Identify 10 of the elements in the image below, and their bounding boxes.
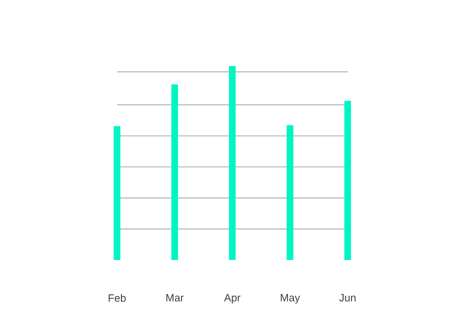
bar [114,126,120,260]
x-tick-label: Jun [339,294,356,302]
x-tick-label: Feb [108,294,126,302]
x-tick-label: Mar [166,294,184,302]
bar [344,100,351,260]
x-tick-label: Apr [224,294,240,304]
x-tick-label: May [280,294,300,304]
bar [171,84,178,260]
bar [286,125,294,260]
bar [229,66,236,260]
